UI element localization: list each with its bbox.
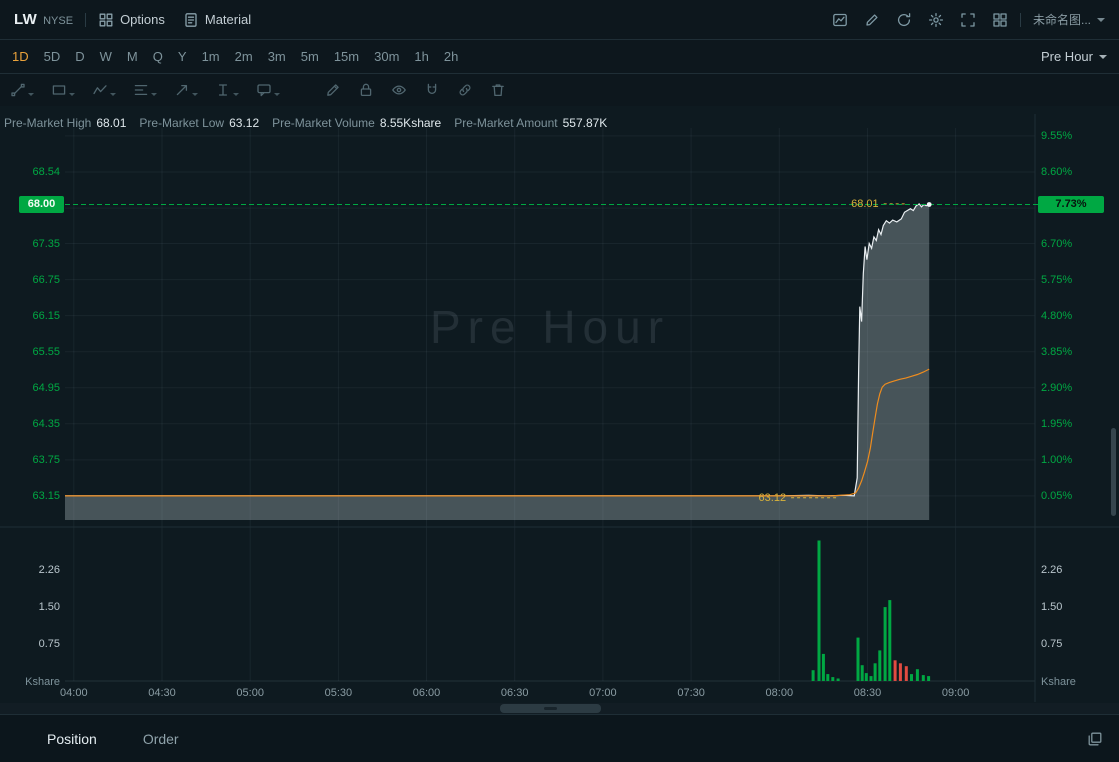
material-button-label: Material	[204, 12, 252, 27]
timeframe-3m[interactable]: 3m	[267, 49, 286, 64]
info-value: 8.55Kshare	[379, 116, 442, 130]
panels-icon[interactable]	[1087, 731, 1103, 747]
timeframe-1h[interactable]: 1h	[414, 49, 429, 64]
refresh-icon[interactable]	[896, 12, 912, 28]
dropdown-caret-icon	[69, 93, 75, 96]
timeframe-5d[interactable]: 5D	[43, 49, 61, 64]
timeframe-y[interactable]: Y	[177, 49, 187, 64]
wave-tool-icon[interactable]	[92, 82, 116, 98]
dropdown-caret-icon	[192, 93, 198, 96]
scrollbar-grip	[544, 707, 557, 710]
timeframe-15m[interactable]: 15m	[333, 49, 360, 64]
fullscreen-icon[interactable]	[960, 12, 976, 28]
info-value: 557.87K	[562, 116, 608, 130]
timeframe-5m[interactable]: 5m	[300, 49, 319, 64]
timeframe-1d[interactable]: 1D	[12, 49, 29, 64]
exchange-label: NYSE	[43, 14, 74, 27]
session-selector-label: Pre Hour	[1040, 49, 1093, 64]
dropdown-caret-icon	[110, 93, 116, 96]
magnet-tool-icon[interactable]	[424, 82, 440, 98]
info-label: Pre-Market Volume	[272, 116, 375, 130]
info-label: Pre-Market Low	[139, 116, 225, 130]
options-button-label: Options	[120, 12, 165, 27]
timeframe-2m[interactable]: 2m	[234, 49, 253, 64]
drawing-toolbar	[0, 74, 1119, 106]
settings-icon[interactable]	[928, 12, 944, 28]
dropdown-caret-icon	[233, 93, 239, 96]
info-item: Pre-Market Amount 557.87K	[454, 116, 607, 130]
info-bar: Pre-Market High 68.01 Pre-Market Low 63.12 P…	[4, 116, 607, 130]
info-item: Pre-Market High 68.01	[4, 116, 126, 130]
session-selector[interactable]: Pre Hour	[1041, 49, 1107, 64]
timeframe-30m[interactable]: 30m	[374, 49, 400, 64]
info-label: Pre-Market High	[4, 116, 92, 130]
material-doc-icon	[183, 12, 199, 28]
fib-tool-icon[interactable]	[133, 82, 157, 98]
text-tool-icon[interactable]	[215, 82, 239, 98]
chart-region: Pre Hour Pre-Market High 68.01 Pre-Market …	[0, 106, 1119, 714]
symbol-ticker: LW	[14, 11, 38, 28]
header-bar: LW NYSE Options Material 未命名图...	[0, 0, 1119, 40]
callout-tool-icon[interactable]	[256, 82, 280, 98]
info-item: Pre-Market Volume 8.55Kshare	[272, 116, 441, 130]
unlink-tool-icon[interactable]	[457, 82, 473, 98]
timeframe-m[interactable]: M	[126, 49, 138, 64]
timeframe-w[interactable]: W	[99, 49, 112, 64]
options-grid-icon	[98, 12, 114, 28]
timeframe-q[interactable]: Q	[152, 49, 163, 64]
chart-name-label: 未命名图...	[1032, 13, 1091, 27]
scrollbar-thumb[interactable]	[500, 704, 601, 713]
trash-tool-icon[interactable]	[490, 82, 506, 98]
timeframe-d[interactable]: D	[75, 49, 85, 64]
tab-order[interactable]: Order	[142, 730, 179, 747]
chevron-down-icon	[1099, 54, 1107, 59]
chart-image-icon[interactable]	[832, 12, 848, 28]
timeframe-list: 1D 5D D W M Q Y 1m 2m 3m 5m 15m 30m 1h 2h	[12, 49, 458, 64]
timeframe-2h[interactable]: 2h	[443, 49, 459, 64]
material-button[interactable]: Material	[183, 12, 251, 28]
horizontal-scrollbar[interactable]	[0, 703, 1119, 714]
drawing-toolbar-list	[10, 82, 506, 98]
trendline-tool-icon[interactable]	[10, 82, 34, 98]
info-label: Pre-Market Amount	[454, 116, 558, 130]
layout-grid-icon[interactable]	[992, 12, 1008, 28]
brush-tool-icon[interactable]	[325, 82, 341, 98]
arrow-tool-icon[interactable]	[174, 82, 198, 98]
rectangle-tool-icon[interactable]	[51, 82, 75, 98]
dropdown-caret-icon	[28, 93, 34, 96]
vertical-scrollbar[interactable]	[1111, 428, 1116, 516]
info-item: Pre-Market Low 63.12	[139, 116, 259, 130]
timeframe-1m[interactable]: 1m	[201, 49, 220, 64]
chevron-down-icon	[1097, 17, 1105, 22]
tab-position[interactable]: Position	[47, 730, 97, 747]
info-value: 68.01	[96, 116, 127, 130]
info-value: 63.12	[229, 116, 260, 130]
separator	[1019, 12, 1021, 27]
draw-icon[interactable]	[864, 12, 880, 28]
timeframe-bar: 1D 5D D W M Q Y 1m 2m 3m 5m 15m 30m 1h 2h Pre Hour	[0, 40, 1119, 74]
lock-tool-icon[interactable]	[358, 82, 374, 98]
header-right: 未命名图...	[832, 11, 1105, 28]
dropdown-caret-icon	[151, 93, 157, 96]
dropdown-caret-icon	[274, 93, 280, 96]
separator	[85, 12, 87, 27]
header-left: LW NYSE Options Material	[14, 11, 251, 28]
bottom-panel-bar: Position Order	[0, 714, 1119, 762]
chart-canvas[interactable]	[0, 106, 1119, 714]
chart-name-dropdown[interactable]: 未命名图...	[1033, 11, 1105, 28]
eye-tool-icon[interactable]	[391, 82, 407, 98]
options-button[interactable]: Options	[98, 12, 165, 28]
header-icons	[832, 12, 1008, 28]
